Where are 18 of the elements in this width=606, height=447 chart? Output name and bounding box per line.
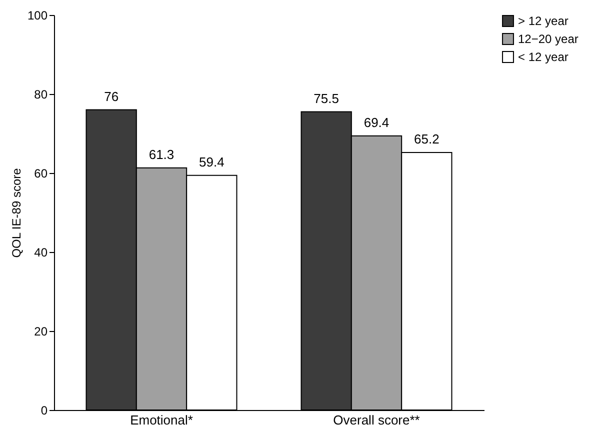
y-tick-label: 80 xyxy=(34,88,48,102)
data-label: 61.3 xyxy=(148,146,174,162)
y-tick-label: 0 xyxy=(40,404,48,418)
data-label: 75.5 xyxy=(314,90,339,106)
x-tick-label: Emotional* xyxy=(130,412,193,428)
y-tick-label: 60 xyxy=(34,166,48,180)
legend-label: > 12 year xyxy=(518,14,568,28)
y-tick-label: 40 xyxy=(34,246,48,260)
data-label: 65.2 xyxy=(414,131,440,146)
y-tick-label: 100 xyxy=(27,8,48,22)
x-tick-label: Overall score** xyxy=(333,412,420,428)
legend-label: < 12 year xyxy=(518,50,568,64)
y-tick-label: 20 xyxy=(34,324,48,338)
data-label: 69.4 xyxy=(364,114,390,130)
data-label: 59.4 xyxy=(199,154,224,170)
legend-label: 12−20 year xyxy=(518,32,578,46)
data-label: 76 xyxy=(104,88,119,104)
y-axis-title: QOL IE-89 score xyxy=(9,168,24,258)
